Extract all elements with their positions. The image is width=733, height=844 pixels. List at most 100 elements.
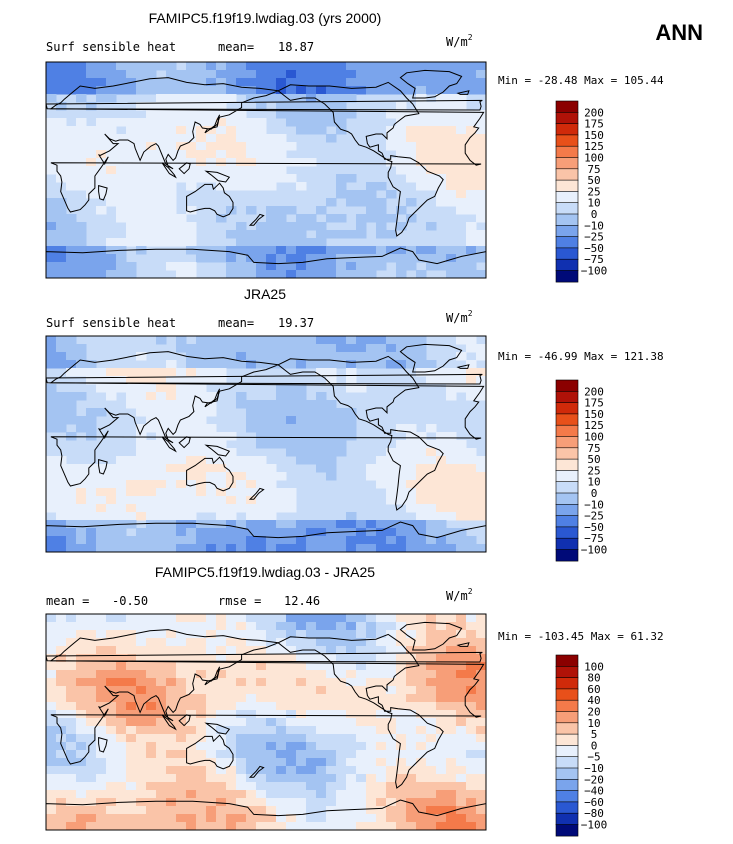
field-cell	[166, 230, 177, 239]
field-cell	[276, 528, 287, 537]
field-cell	[186, 488, 197, 497]
field-cell	[206, 496, 217, 505]
field-cell	[156, 686, 167, 695]
field-cell	[116, 710, 127, 719]
field-cell	[146, 512, 157, 521]
field-cell	[426, 456, 437, 465]
field-cell	[66, 352, 77, 361]
field-cell	[296, 230, 307, 239]
field-cell	[256, 456, 267, 465]
field-cell	[186, 822, 197, 830]
field-cell	[316, 408, 327, 417]
field-cell	[226, 630, 237, 639]
field-cell	[46, 480, 57, 489]
field-cell	[76, 686, 87, 695]
field-cell	[106, 710, 117, 719]
field-cell	[266, 480, 277, 489]
field-cell	[376, 456, 387, 465]
field-cell	[346, 742, 357, 751]
field-cell	[206, 734, 217, 743]
field-cell	[466, 448, 477, 457]
field-cell	[386, 814, 397, 823]
field-cell	[286, 694, 297, 703]
field-cell	[386, 646, 397, 655]
field-cell	[116, 504, 127, 513]
field-cell	[476, 544, 486, 552]
field-cell	[406, 352, 417, 361]
field-cell	[196, 782, 207, 791]
field-cell	[276, 774, 287, 783]
field-cell	[176, 384, 187, 393]
field-cell	[366, 198, 377, 207]
field-cell	[436, 126, 447, 135]
field-cell	[96, 86, 107, 95]
field-cell	[106, 544, 117, 552]
field-cell	[446, 78, 457, 87]
field-cell	[416, 158, 427, 167]
colorbar-tick-label: 125	[584, 419, 604, 432]
field-cell	[346, 352, 357, 361]
field-cell	[46, 214, 57, 223]
field-cell	[46, 472, 57, 481]
field-cell	[226, 662, 237, 671]
field-cell	[326, 198, 337, 207]
field-cell	[426, 734, 437, 743]
field-cell	[436, 496, 447, 505]
field-cell	[226, 496, 237, 505]
field-cell	[266, 70, 277, 79]
field-cell	[466, 62, 477, 71]
field-cell	[86, 134, 97, 143]
field-cell	[126, 150, 137, 159]
coastline	[46, 373, 483, 385]
field-cell	[296, 416, 307, 425]
field-cell	[296, 806, 307, 815]
field-cell	[396, 472, 407, 481]
field-cell	[396, 734, 407, 743]
field-cell	[66, 614, 77, 623]
field-cell	[316, 536, 327, 545]
field-cell	[336, 790, 347, 799]
field-cell	[296, 344, 307, 353]
field-cell	[476, 182, 486, 191]
stat-value-1: 18.87	[278, 40, 314, 54]
field-cell	[326, 774, 337, 783]
field-cell	[376, 230, 387, 239]
field-cell	[206, 750, 217, 759]
field-cell	[96, 806, 107, 815]
field-cell	[166, 408, 177, 417]
field-cell	[156, 142, 167, 151]
field-cell	[56, 504, 67, 513]
field-cell	[256, 174, 267, 183]
field-cell	[126, 536, 137, 545]
field-cell	[326, 694, 337, 703]
field-cell	[276, 670, 287, 679]
field-cell	[166, 614, 177, 623]
field-cell	[146, 822, 157, 830]
field-cell	[86, 662, 97, 671]
field-cell	[166, 480, 177, 489]
field-cell	[256, 118, 267, 127]
field-cell	[76, 710, 87, 719]
field-cell	[386, 678, 397, 687]
field-cell	[466, 174, 477, 183]
field-cell	[196, 142, 207, 151]
field-cell	[476, 110, 486, 119]
field-cell	[106, 512, 117, 521]
field-cell	[216, 766, 227, 775]
field-cell	[46, 544, 57, 552]
colorbar-swatch	[555, 515, 579, 528]
field-cell	[346, 774, 357, 783]
field-cell	[456, 368, 467, 377]
field-cell	[136, 544, 147, 552]
field-cell	[386, 654, 397, 663]
field-cell	[416, 360, 427, 369]
field-cell	[196, 646, 207, 655]
field-cell	[146, 654, 157, 663]
field-cell	[166, 520, 177, 529]
field-cell	[266, 718, 277, 727]
field-cell	[56, 774, 67, 783]
field-cell	[316, 806, 327, 815]
field-cell	[106, 198, 117, 207]
field-cell	[296, 630, 307, 639]
field-cell	[386, 344, 397, 353]
